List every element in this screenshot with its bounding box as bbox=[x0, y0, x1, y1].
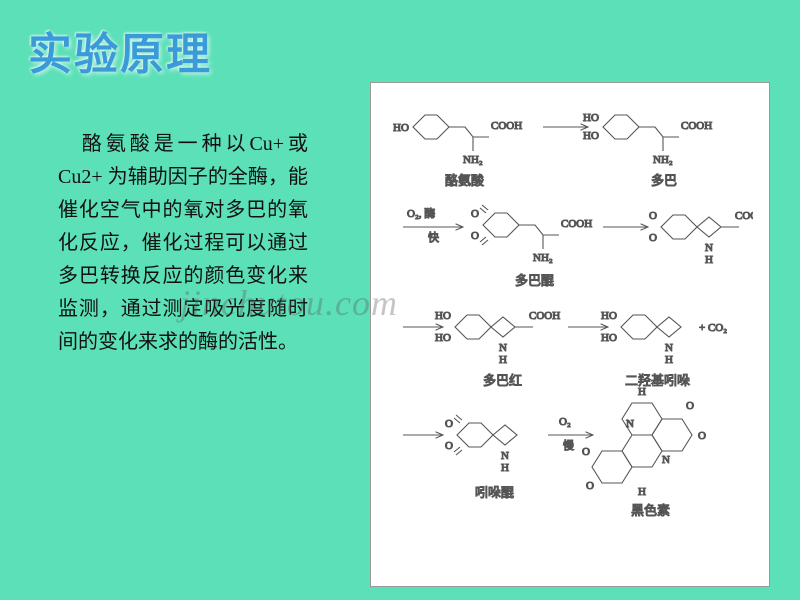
svg-text:O: O bbox=[686, 400, 694, 412]
svg-text:O: O bbox=[471, 208, 479, 220]
svg-text:O₂: O₂ bbox=[559, 416, 571, 428]
svg-text:HO: HO bbox=[393, 122, 409, 134]
svg-text:COOH: COOH bbox=[491, 120, 522, 132]
svg-text:多巴醌: 多巴醌 bbox=[515, 273, 554, 288]
svg-text:H: H bbox=[705, 254, 713, 266]
svg-text:NH₂: NH₂ bbox=[653, 154, 673, 166]
principle-paragraph: 酪氨酸是一种以Cu+或Cu2+ 为辅助因子的全酶，能催化空气中的氧对多巴的氧化反… bbox=[58, 128, 308, 359]
svg-text:HO: HO bbox=[435, 332, 451, 344]
svg-text:二羟基吲哚: 二羟基吲哚 bbox=[625, 373, 690, 388]
svg-text:N: N bbox=[626, 418, 634, 430]
svg-text:黑色素: 黑色素 bbox=[631, 503, 670, 518]
chemistry-scheme-svg: HO NH₂ COOH HO HO NH₂ COOH bbox=[393, 97, 753, 577]
svg-text:N: N bbox=[665, 342, 673, 354]
svg-text:COOH: COOH bbox=[561, 218, 592, 230]
svg-text:O₂, 酶: O₂, 酶 bbox=[407, 207, 435, 220]
svg-text:O: O bbox=[445, 418, 453, 430]
svg-text:慢: 慢 bbox=[563, 439, 574, 452]
svg-text:H: H bbox=[638, 486, 646, 498]
svg-text:O: O bbox=[471, 230, 479, 242]
svg-text:NH₂: NH₂ bbox=[463, 154, 483, 166]
svg-text:O: O bbox=[649, 210, 657, 222]
svg-text:H: H bbox=[501, 462, 509, 474]
svg-text:快: 快 bbox=[428, 231, 439, 244]
svg-text:O: O bbox=[698, 430, 706, 442]
svg-text:N: N bbox=[705, 242, 713, 254]
svg-text:N: N bbox=[499, 342, 507, 354]
svg-text:多巴: 多巴 bbox=[651, 173, 677, 188]
svg-text:N: N bbox=[662, 454, 670, 466]
svg-text:COOH: COOH bbox=[529, 310, 560, 322]
svg-text:+ CO₂: + CO₂ bbox=[699, 322, 727, 334]
svg-text:HO: HO bbox=[583, 130, 599, 142]
svg-text:HO: HO bbox=[583, 112, 599, 124]
svg-text:COOH: COOH bbox=[681, 120, 712, 132]
svg-text:O: O bbox=[582, 446, 590, 458]
svg-text:H: H bbox=[499, 354, 507, 366]
svg-text:COOH: COOH bbox=[735, 210, 753, 222]
svg-text:HO: HO bbox=[601, 310, 617, 322]
svg-text:N: N bbox=[501, 450, 509, 462]
svg-text:NH₂: NH₂ bbox=[533, 252, 553, 264]
svg-text:HO: HO bbox=[435, 310, 451, 322]
reaction-diagram: HO NH₂ COOH HO HO NH₂ COOH bbox=[370, 82, 770, 587]
svg-text:酪氨酸: 酪氨酸 bbox=[445, 173, 484, 188]
svg-text:多巴红: 多巴红 bbox=[483, 373, 522, 388]
svg-text:O: O bbox=[649, 232, 657, 244]
svg-text:H: H bbox=[665, 354, 673, 366]
svg-text:吲哚醌: 吲哚醌 bbox=[475, 485, 514, 500]
svg-text:O: O bbox=[445, 440, 453, 452]
svg-text:H: H bbox=[638, 386, 646, 398]
svg-text:HO: HO bbox=[601, 332, 617, 344]
svg-text:O: O bbox=[586, 480, 594, 492]
slide-title: 实验原理 bbox=[28, 18, 212, 82]
